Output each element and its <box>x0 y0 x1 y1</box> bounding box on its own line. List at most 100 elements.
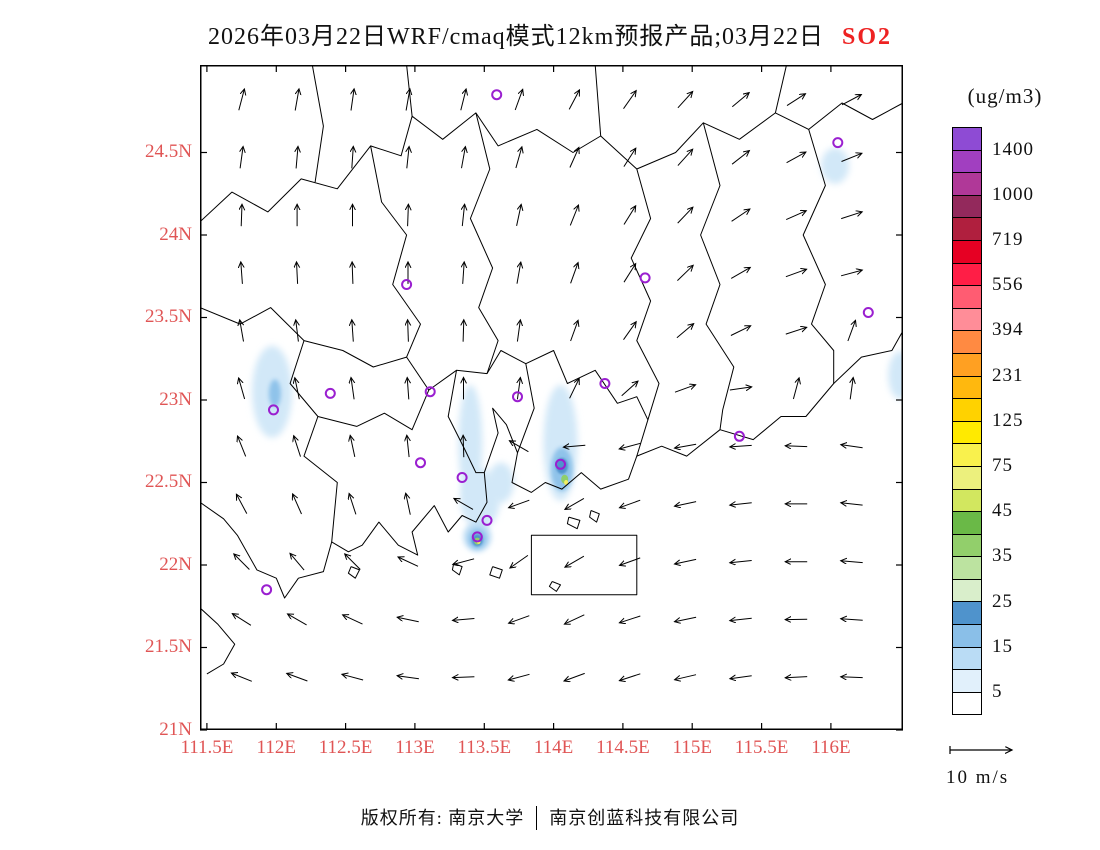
wind-arrow <box>351 89 354 111</box>
boundary-line <box>594 65 602 137</box>
wind-arrow <box>408 320 409 342</box>
wind-arrow <box>564 614 585 624</box>
x-tick-label: 111.5E <box>180 737 234 758</box>
x-tick-label: 113E <box>395 737 435 758</box>
colorbar-tick-label: 394 <box>992 319 1024 341</box>
wind-arrow <box>352 146 354 169</box>
wind-arrow <box>463 262 465 284</box>
city-marker <box>471 531 483 543</box>
city-marker <box>832 137 844 149</box>
boundary-line <box>630 168 660 457</box>
city-marker <box>599 378 611 389</box>
so2-plume <box>564 480 569 485</box>
map-frame <box>200 65 903 730</box>
boundary-line <box>311 65 324 183</box>
wind-arrow <box>234 554 250 570</box>
colorbar-labels: 1400 1000 719 556 394 231 125 75 45 35 25 15 5 <box>992 0 1082 850</box>
boundary-line <box>451 562 463 576</box>
colorbar-tick-label: 25 <box>992 590 1013 612</box>
colorbar-cell <box>952 352 982 377</box>
wind-arrow <box>731 93 749 108</box>
wind-arrow <box>294 436 301 457</box>
wind-arrow <box>296 146 298 169</box>
colorbar-tick-label: 15 <box>992 635 1013 657</box>
wind-scale-arrow-icon <box>949 746 1036 760</box>
wind-arrow <box>453 619 475 621</box>
wind-arrow <box>730 618 752 620</box>
wind-arrow <box>407 147 409 169</box>
city-marker <box>324 387 336 399</box>
wind-arrow <box>460 89 466 111</box>
so2-plume <box>268 379 281 408</box>
boundary-line <box>566 516 581 530</box>
colorbar-tick-label: 719 <box>992 229 1024 250</box>
colorbar-cell <box>952 149 982 174</box>
colorbar-tick-label: 5 <box>992 681 1003 702</box>
wind-arrow <box>287 673 308 682</box>
boundary-line <box>548 581 561 592</box>
title-main: 2026年03月22日WRF/cmaq模式12km预报产品;03月22日 <box>208 24 824 50</box>
x-tick-label: 113.5E <box>457 737 512 758</box>
colorbar-cell <box>952 194 982 219</box>
copyright-owner: 版权所有: 南京大学 <box>360 808 525 828</box>
city-marker <box>456 472 468 483</box>
wind-arrow <box>569 147 579 168</box>
wind-arrow <box>623 148 636 167</box>
wind-arrow <box>730 503 752 505</box>
wind-arrow <box>516 262 521 284</box>
wind-arrow <box>296 320 299 342</box>
wind-arrow <box>236 494 248 514</box>
colorbar-tick-label: 125 <box>992 409 1024 431</box>
colorbar-tick-label: 75 <box>992 455 1013 476</box>
wind-arrow <box>352 262 353 284</box>
wind-arrow <box>408 204 409 227</box>
colorbar-cell <box>952 398 982 422</box>
colorbar-cell <box>952 511 982 535</box>
y-tick-label: 21.5N <box>145 636 192 658</box>
page-title: 2026年03月22日WRF/cmaq模式12km预报产品;03月22日 SO2 <box>0 16 1100 51</box>
wind-arrow <box>677 207 693 224</box>
wind-arrow <box>350 435 356 458</box>
city-marker <box>424 386 436 398</box>
wind-arrow <box>677 92 693 109</box>
colorbar-cell <box>952 375 982 400</box>
wind-arrow <box>342 674 364 681</box>
wind-arrow <box>238 436 247 457</box>
wind-arrow <box>841 95 861 106</box>
so2-concentration-layer <box>252 147 903 552</box>
boundary-line <box>700 122 735 430</box>
wind-arrow <box>730 445 752 447</box>
wind-arrow <box>516 204 522 227</box>
wind-arrow <box>510 554 529 568</box>
wind-arrow <box>841 445 863 448</box>
wind-arrow <box>509 499 530 508</box>
wind-arrow <box>730 267 750 279</box>
wind-arrow <box>570 263 579 284</box>
wind-arrow <box>619 442 641 449</box>
boundary-line <box>347 566 360 579</box>
wind-arrow <box>785 446 808 447</box>
city-marker <box>415 457 426 469</box>
wind-arrow <box>515 147 522 169</box>
wind-arrow <box>517 378 520 400</box>
wind-arrow <box>565 497 585 509</box>
wind-arrow <box>730 326 751 336</box>
colorbar-cell <box>952 488 982 513</box>
boundary-line <box>589 510 600 523</box>
wind-arrow <box>841 503 863 505</box>
colorbar-cell <box>952 217 982 241</box>
boundary-line <box>517 363 535 453</box>
wind-arrow <box>508 673 530 680</box>
province-boundaries <box>200 65 903 675</box>
wind-arrow <box>509 441 529 453</box>
x-tick-label: 114.5E <box>596 737 650 758</box>
wind-arrow <box>569 205 578 226</box>
colorbar-cell <box>952 307 982 332</box>
x-tick-label: 112E <box>256 737 296 758</box>
colorbar-tick-label: 231 <box>992 364 1024 386</box>
wind-arrow <box>352 320 354 342</box>
wind-arrow <box>840 270 862 277</box>
wind-arrow <box>785 269 807 278</box>
wind-arrow <box>349 494 357 515</box>
colorbar-cell <box>952 420 982 445</box>
